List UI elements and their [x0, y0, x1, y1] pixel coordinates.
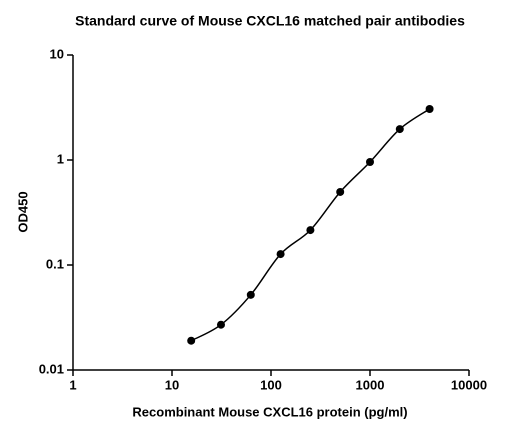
data-point	[366, 158, 374, 167]
y-tick-label: 1	[57, 151, 64, 166]
y-tick-label: 10	[50, 46, 64, 61]
data-point	[336, 187, 345, 196]
fit-curve	[190, 108, 431, 342]
data-point	[425, 104, 434, 113]
y-tick-label: 0.1	[46, 256, 64, 271]
data-point	[395, 125, 404, 134]
x-tick-label: 100	[260, 377, 282, 392]
x-axis-label: Recombinant Mouse CXCL16 protein (pg/ml)	[132, 404, 407, 419]
x-tick-label: 1	[69, 377, 76, 392]
data-point	[306, 226, 315, 235]
data-point	[216, 320, 225, 329]
y-axis-label: OD450	[15, 191, 30, 232]
x-tick-label: 10	[165, 377, 179, 392]
x-tick-label: 1000	[356, 377, 385, 392]
data-point	[276, 250, 285, 259]
x-tick-label: 10000	[451, 377, 487, 392]
chart-title: Standard curve of Mouse CXCL16 matched p…	[75, 13, 465, 29]
y-tick-label: 0.01	[39, 361, 64, 376]
data-point	[187, 336, 196, 345]
data-point	[246, 290, 255, 299]
